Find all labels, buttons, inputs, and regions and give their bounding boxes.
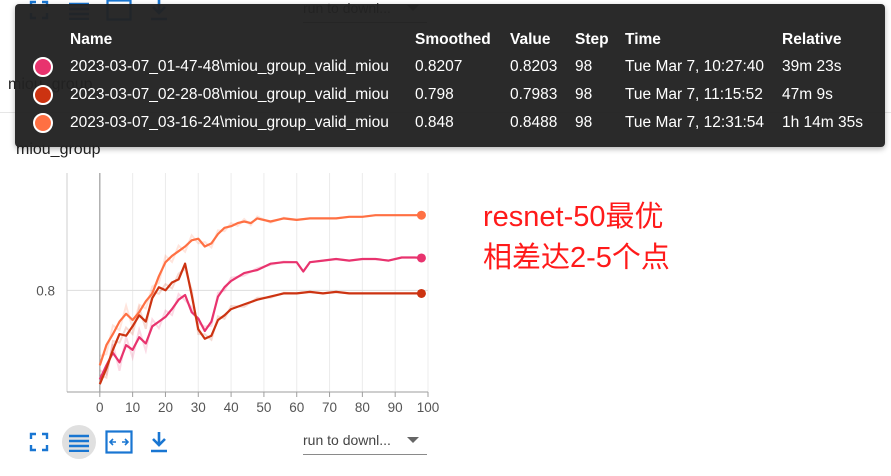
series-line (98, 256, 422, 380)
smoothed-value: 0.798 (415, 86, 454, 103)
run-name: 2023-03-07_01-47-48\miou_group_valid_mio… (70, 58, 389, 75)
relative-value: 1h 14m 35s (782, 114, 863, 131)
series-line (98, 214, 422, 366)
top-fullscreen-button[interactable] (22, 0, 56, 27)
step-value: 98 (575, 114, 593, 131)
tooltip-row: 2023-03-07_01-47-48\miou_group_valid_mio… (15, 53, 885, 81)
header-value: Value (510, 31, 551, 48)
run-name: 2023-03-07_02-28-08\miou_group_valid_mio… (70, 86, 389, 103)
smoothed-value: 0.8207 (415, 58, 463, 75)
fullscreen-button[interactable] (22, 425, 56, 459)
x-tick-label: 20 (158, 400, 173, 415)
x-tick-label: 40 (224, 400, 239, 415)
x-tick-label: 90 (388, 400, 403, 415)
fullscreen-icon (29, 432, 49, 452)
x-tick-label: 10 (125, 400, 140, 415)
step-value: 98 (575, 58, 593, 75)
smoothed-value: 0.848 (415, 114, 454, 131)
x-tick-label: 50 (256, 400, 271, 415)
bottom-chart-toolbar (22, 425, 182, 459)
annotation-line-2: 相差达2-5个点 (483, 242, 670, 274)
fit-domain-icon (105, 430, 133, 454)
series-color-dot (33, 85, 53, 105)
header-name: Name (70, 31, 113, 48)
x-tick-label: 80 (355, 400, 370, 415)
x-tick-label: 30 (191, 400, 206, 415)
fit-domain-button[interactable] (102, 425, 136, 459)
x-tick-label: 60 (289, 400, 304, 415)
header-step: Step (575, 31, 609, 48)
chevron-down-icon (407, 437, 419, 443)
legend-toggle-button[interactable] (62, 425, 96, 459)
tooltip-header: Name Smoothed Value Step Time Relative (15, 26, 885, 54)
header-relative: Relative (782, 31, 842, 48)
raw-value: 0.8488 (510, 114, 558, 131)
series-end-point (416, 210, 426, 220)
download-icon (151, 432, 167, 453)
series-end-point (416, 253, 426, 263)
line-chart[interactable]: 0 10 20 30 40 50 60 70 80 90 100 0.8 (0, 160, 891, 428)
raw-series-line (99, 267, 422, 380)
tooltip-row: 2023-03-07_02-28-08\miou_group_valid_mio… (15, 81, 885, 109)
x-tick-label: 70 (322, 400, 337, 415)
time-value: Tue Mar 7, 11:15:52 (625, 86, 763, 103)
y-tick-label: 0.8 (36, 283, 55, 298)
x-tick-label: 100 (417, 400, 440, 415)
header-time: Time (625, 31, 661, 48)
relative-value: 39m 23s (782, 58, 842, 75)
annotation-line-1: resnet-50最优 (483, 201, 664, 233)
series-line (98, 262, 422, 385)
download-button[interactable] (142, 425, 176, 459)
step-value: 98 (575, 86, 593, 103)
time-value: Tue Mar 7, 10:27:40 (625, 58, 765, 75)
run-name: 2023-03-07_03-16-24\miou_group_valid_mio… (70, 114, 389, 131)
series-color-dot (33, 113, 53, 133)
raw-value: 0.8203 (510, 58, 558, 75)
raw-value: 0.7983 (510, 86, 558, 103)
x-tick-label: 0 (96, 400, 104, 415)
tooltip-row: 2023-03-07_03-16-24\miou_group_valid_mio… (15, 109, 885, 137)
data-tooltip: Name Smoothed Value Step Time Relative 2… (15, 4, 885, 147)
relative-value: 47m 9s (782, 86, 833, 103)
header-smoothed: Smoothed (415, 31, 491, 48)
download-select-label: run to downl... (303, 432, 391, 448)
download-select[interactable]: run to downl... (303, 426, 427, 455)
fullscreen-icon (29, 0, 49, 20)
series-color-dot (33, 57, 53, 77)
series-end-point (416, 288, 426, 298)
legend-list-icon (69, 434, 89, 452)
time-value: Tue Mar 7, 12:31:54 (625, 114, 765, 131)
